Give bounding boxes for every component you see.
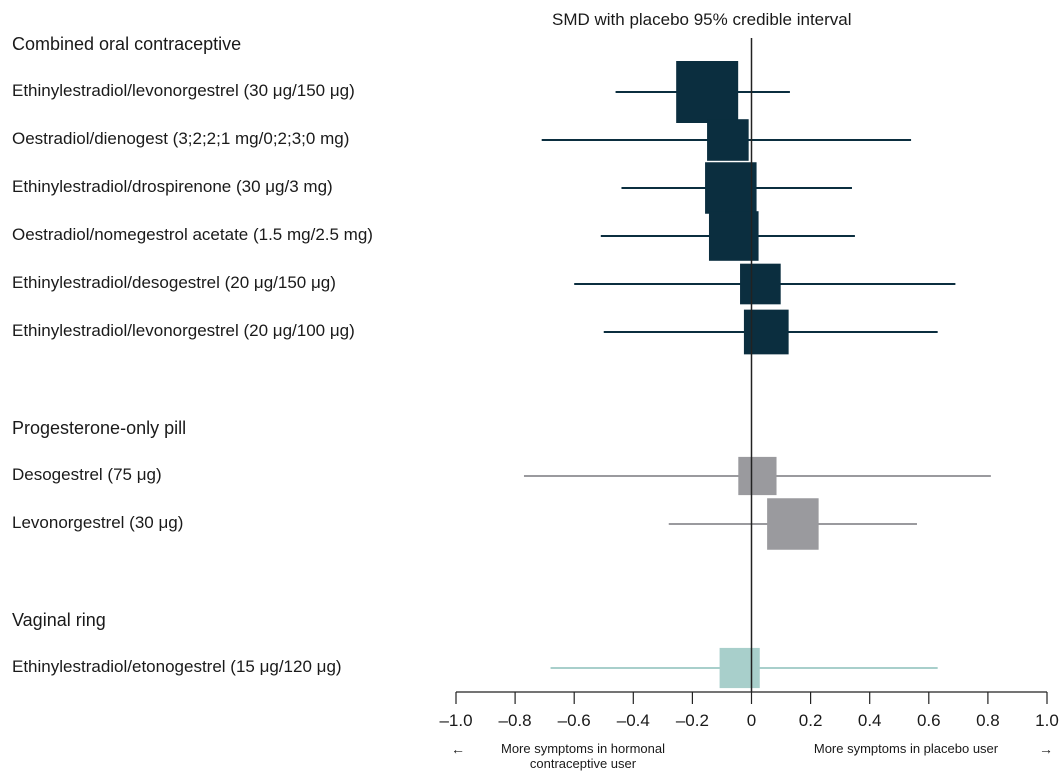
x-tick-label: –0.8: [499, 711, 532, 730]
row-label: Oestradiol/dienogest (3;2;2;1 mg/0;2;3;0…: [12, 129, 350, 148]
left-arrow-icon: ←: [451, 741, 465, 757]
x-tick-label: –0.2: [676, 711, 709, 730]
x-tick-label: 0: [747, 711, 756, 730]
x-tick-label: 1.0: [1035, 711, 1059, 730]
row-label: Desogestrel (75 μg): [12, 465, 162, 484]
estimate-box: [719, 647, 760, 689]
row-label: Oestradiol/nomegestrol acetate (1.5 mg/2…: [12, 225, 373, 244]
row-label: Ethinylestradiol/desogestrel (20 μg/150 …: [12, 273, 336, 292]
direction-right-label: More symptoms in placebo user: [813, 741, 999, 756]
estimate-box: [767, 498, 819, 550]
row-label: Ethinylestradiol/levonorgestrel (20 μg/1…: [12, 321, 355, 340]
group-heading: Vaginal ring: [12, 610, 106, 630]
row-label: Ethinylestradiol/drospirenone (30 μg/3 m…: [12, 177, 333, 196]
x-tick-label: 0.8: [976, 711, 1000, 730]
x-tick-label: –1.0: [439, 711, 472, 730]
row-label: Ethinylestradiol/levonorgestrel (30 μg/1…: [12, 81, 355, 100]
x-tick-label: –0.4: [617, 711, 650, 730]
estimate-box: [705, 162, 757, 214]
estimate-box: [740, 263, 781, 305]
x-tick-label: 0.2: [799, 711, 823, 730]
x-tick-label: –0.6: [558, 711, 591, 730]
estimate-box: [738, 456, 777, 496]
estimate-box: [743, 309, 789, 355]
group-heading: Combined oral contraceptive: [12, 34, 242, 54]
row-label: Levonorgestrel (30 μg): [12, 513, 184, 532]
chart-title: SMD with placebo 95% credible interval: [552, 10, 852, 29]
direction-left-label: More symptoms in hormonal contraceptive …: [501, 741, 665, 771]
estimate-box: [707, 119, 749, 161]
x-tick-label: 0.6: [917, 711, 941, 730]
x-tick-label: 0.4: [858, 711, 882, 730]
right-arrow-icon: →: [1039, 741, 1053, 757]
group-heading: Progesterone-only pill: [12, 418, 187, 438]
estimate-box: [708, 211, 759, 261]
estimate-box: [676, 61, 739, 123]
row-label: Ethinylestradiol/etonogestrel (15 μg/120…: [12, 657, 342, 676]
